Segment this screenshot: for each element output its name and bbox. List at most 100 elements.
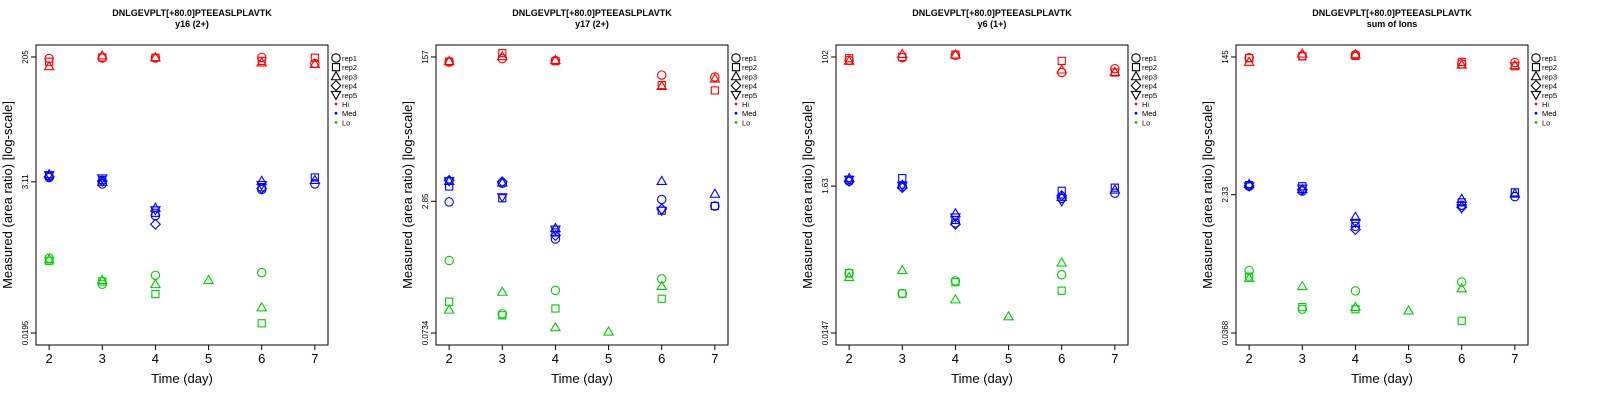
data-point [443, 55, 455, 66]
data-point [549, 54, 562, 65]
data-point [443, 304, 455, 314]
legend-marker [334, 111, 338, 115]
x-axis-label: Time (day) [151, 371, 213, 386]
data-point [1296, 280, 1308, 291]
data-point [1297, 304, 1308, 315]
data-point [656, 70, 667, 80]
y-tick-label: 0.0195 [21, 320, 30, 345]
data-point [496, 176, 508, 188]
data-point [709, 72, 721, 83]
x-tick-label: 4 [152, 351, 159, 366]
data-point [149, 278, 162, 289]
data-point [657, 294, 666, 303]
y-tick-label: 0.0147 [821, 320, 830, 345]
legend-label: Med [342, 109, 357, 118]
legend-label: rep5 [1142, 91, 1157, 100]
legend-label: Med [742, 109, 757, 118]
data-point [949, 48, 962, 59]
data-point [843, 175, 855, 186]
data-point [151, 289, 160, 299]
data-point [496, 286, 508, 296]
x-tick-label: 6 [658, 351, 665, 366]
data-point [656, 280, 668, 291]
series-med [843, 172, 1121, 230]
x-axis-label: Time (day) [551, 371, 613, 386]
legend-marker [1131, 53, 1141, 63]
data-point [309, 174, 321, 184]
legend-marker [734, 111, 738, 115]
chart-title: DNLGEVPLT[+80.0]PTEEASLPLAVTK [112, 8, 272, 18]
data-point [256, 301, 268, 312]
x-tick-label: 4 [952, 351, 959, 366]
series-hi [43, 49, 321, 71]
legend-label: rep5 [742, 91, 757, 100]
x-tick-label: 2 [1246, 351, 1253, 366]
data-point [1298, 302, 1307, 312]
data-point [1056, 256, 1068, 267]
plot-frame [835, 44, 1129, 346]
x-tick-label: 3 [99, 351, 106, 366]
data-point [1243, 56, 1255, 66]
data-point [97, 279, 108, 290]
legend-marker [1130, 90, 1142, 101]
data-point [1243, 182, 1255, 193]
legend-label: rep2 [342, 63, 357, 72]
legend-marker [1531, 63, 1541, 72]
x-tick-label: 7 [1111, 351, 1118, 366]
data-point [1243, 272, 1255, 283]
data-point [1056, 190, 1068, 202]
data-point [949, 213, 962, 223]
data-point [656, 274, 667, 284]
data-point [43, 60, 55, 71]
data-point [1109, 184, 1121, 194]
data-point [497, 309, 508, 319]
y-tick-label: 2.33 [1221, 186, 1230, 202]
x-tick-label: 2 [46, 351, 53, 366]
y-axis-label: Measured (area ratio) [log-scale] [1200, 101, 1215, 289]
legend-label: rep3 [342, 72, 357, 81]
data-point [1056, 63, 1068, 74]
series-hi [843, 48, 1121, 78]
data-point [1509, 188, 1521, 198]
legend-label: rep2 [742, 63, 757, 72]
data-point [896, 179, 908, 189]
data-point [710, 201, 720, 211]
data-point [549, 321, 562, 332]
legend-marker [1534, 111, 1538, 115]
legend-marker [330, 79, 342, 92]
data-point [310, 173, 319, 182]
data-point [1350, 221, 1361, 232]
legend-label: rep4 [742, 82, 757, 91]
data-point [497, 178, 508, 189]
chart-subtitle: sum of Ions [1367, 19, 1418, 29]
data-point [1456, 59, 1468, 69]
data-point [1109, 66, 1121, 76]
data-point [1510, 57, 1520, 68]
data-point [43, 171, 55, 181]
data-point [149, 206, 162, 216]
data-point [709, 188, 721, 198]
data-point [1296, 48, 1308, 58]
x-tick-label: 6 [1058, 351, 1065, 366]
data-point [1349, 211, 1362, 221]
data-point [1349, 223, 1362, 236]
series-med [43, 168, 321, 230]
data-point [898, 289, 907, 298]
data-point [202, 274, 215, 285]
y-tick-label: 102 [821, 50, 830, 64]
legend-label: rep4 [342, 82, 357, 91]
x-tick-label: 6 [1458, 351, 1465, 366]
x-tick-label: 6 [258, 351, 265, 366]
legend-marker [331, 63, 341, 72]
data-point [1002, 310, 1015, 321]
legend-label: Lo [742, 118, 750, 127]
legend-marker [1130, 79, 1142, 92]
plot-frame [1235, 44, 1529, 346]
data-point [1349, 301, 1362, 312]
data-point [897, 288, 908, 299]
legend-marker [1130, 70, 1142, 81]
chart-subtitle: y6 (1+) [978, 19, 1007, 29]
y-tick-label: 2.85 [421, 193, 430, 209]
